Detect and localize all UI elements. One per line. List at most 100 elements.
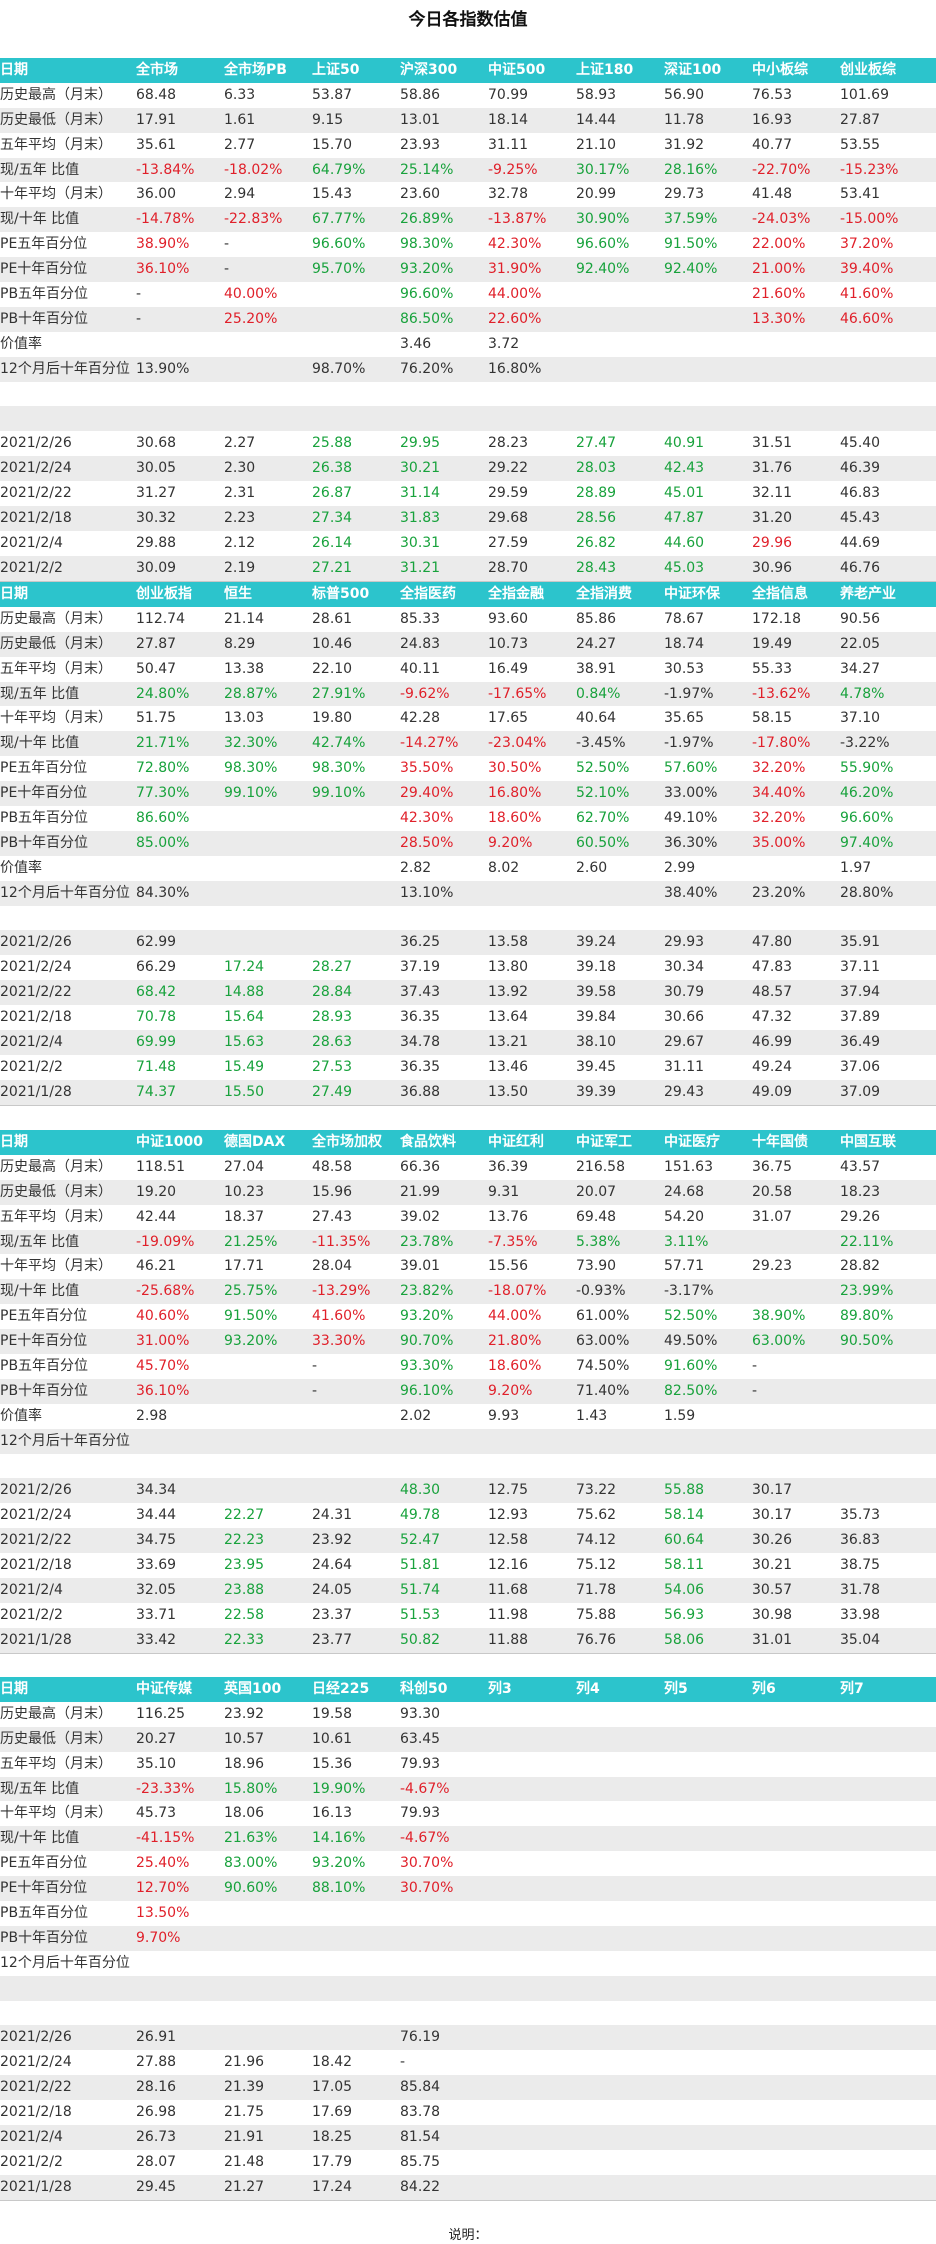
table-cell: 52.10% xyxy=(576,785,630,802)
table-cell: 37.59% xyxy=(664,211,718,228)
table-cell xyxy=(840,406,928,431)
table-cell: 21.60% xyxy=(752,286,806,303)
table-cell: 22.58 xyxy=(224,1606,265,1623)
table-cell: 75.62 xyxy=(576,1507,617,1524)
table-cell: 12.93 xyxy=(488,1507,529,1524)
table-cell xyxy=(576,1876,664,1901)
table-header-row: 日期 中证1000 德国DAX 全市场加权 食品饮料 中证红利 中证军工 中证医疗 十年国债 中国… xyxy=(0,1130,936,1155)
table-cell: 36.30% xyxy=(664,834,718,851)
table-cell: 47.80 xyxy=(752,934,793,951)
table-cell: 28.03 xyxy=(576,460,617,477)
table-cell: 30.05 xyxy=(136,460,177,477)
table-cell: -22.70% xyxy=(752,161,811,178)
table-cell: 44.69 xyxy=(840,534,881,551)
table-cell xyxy=(576,2050,664,2075)
column-header: 中国互联 xyxy=(840,1134,896,1150)
table-cell: -23.33% xyxy=(136,1780,195,1797)
table-cell xyxy=(840,357,928,382)
table-cell: 18.42 xyxy=(312,2054,353,2071)
table-cell xyxy=(752,406,840,431)
row-label: 五年平均（月末） xyxy=(0,1208,112,1225)
table-cell: 63.00% xyxy=(576,1333,630,1350)
table-cell: 29.93 xyxy=(664,934,705,951)
table-cell xyxy=(488,1851,576,1876)
table-cell: 10.73 xyxy=(488,635,529,652)
table-cell: 85.84 xyxy=(400,2079,441,2096)
table-cell xyxy=(752,2075,840,2100)
table-cell: 30.70% xyxy=(400,1855,454,1872)
table-cell: -18.07% xyxy=(488,1283,547,1300)
table-row: 十年平均（月末） 51.75 13.03 19.80 42.28 17.65 40.64 35… xyxy=(0,706,936,731)
table-cell xyxy=(664,1801,752,1826)
table-cell: 8.02 xyxy=(488,859,520,876)
table-cell: 40.60% xyxy=(136,1308,190,1325)
table-cell: 30.53 xyxy=(664,660,705,677)
table-cell: 37.43 xyxy=(400,984,441,1001)
column-header: 英国100 xyxy=(224,1681,282,1697)
table-cell: 82.50% xyxy=(664,1382,718,1399)
table-cell xyxy=(488,2025,576,2050)
table-cell: 15.80% xyxy=(224,1780,278,1797)
table-row: 2021/2/24 30.05 2.30 26.38 30.21 29.22 28.03 42… xyxy=(0,456,936,482)
table-cell: 30.66 xyxy=(664,1009,705,1026)
table-cell: 39.01 xyxy=(400,1258,441,1275)
row-label: 2021/2/22 xyxy=(0,1532,72,1549)
table-cell xyxy=(312,1901,400,1926)
table-cell: 2.19 xyxy=(224,559,256,576)
table-cell xyxy=(664,282,752,307)
table-cell: 58.93 xyxy=(576,86,617,103)
table-cell: 35.73 xyxy=(840,1507,881,1524)
table-cell xyxy=(312,1951,400,1976)
row-label: 2021/2/22 xyxy=(0,485,72,502)
table-cell: 29.22 xyxy=(488,460,529,477)
table-cell xyxy=(664,2125,752,2150)
table-cell: 77.30% xyxy=(136,785,190,802)
row-label: 12个月后十年百分位 xyxy=(0,1954,130,1971)
table-cell: 38.91 xyxy=(576,660,617,677)
column-header: 全市场加权 xyxy=(312,1134,382,1150)
column-header: 全市场PB xyxy=(224,62,287,78)
table-cell: 93.30 xyxy=(400,1705,441,1722)
table-cell: 99.10% xyxy=(312,785,366,802)
table-row: 2021/2/18 70.78 15.64 28.93 36.35 13.64 39.84 3… xyxy=(0,1005,936,1030)
table-cell xyxy=(224,1478,312,1503)
table-cell: 89.80% xyxy=(840,1308,894,1325)
table-cell: 0.84% xyxy=(576,685,621,702)
table-cell: 64.79% xyxy=(312,161,366,178)
table-cell xyxy=(840,1876,928,1901)
table-cell xyxy=(224,2025,312,2050)
row-label: 2021/2/4 xyxy=(0,534,63,551)
column-header: 列5 xyxy=(664,1681,688,1697)
table-cell: 31.14 xyxy=(400,485,441,502)
table-cell: 18.37 xyxy=(224,1208,265,1225)
table-cell: 38.10 xyxy=(576,1034,617,1051)
table-cell: 39.58 xyxy=(576,984,617,1001)
table-cell: 21.25% xyxy=(224,1233,278,1250)
table-cell: 34.40% xyxy=(752,785,806,802)
table-cell: 35.65 xyxy=(664,710,705,727)
table-cell: 21.75 xyxy=(224,2104,265,2121)
table-cell xyxy=(488,1429,576,1454)
table-cell: -9.25% xyxy=(488,161,538,178)
table-cell: 13.92 xyxy=(488,984,529,1001)
table-cell: 99.10% xyxy=(224,785,278,802)
table-row: 历史最低（月末） 19.20 10.23 15.96 21.99 9.31 20.07 24.… xyxy=(0,1179,936,1205)
table-cell: 29.96 xyxy=(752,534,793,551)
table-cell xyxy=(576,1727,664,1752)
table-row: 2021/1/28 29.45 21.27 17.24 84.22 xyxy=(0,2174,936,2200)
table-cell xyxy=(576,1454,664,1479)
table-cell xyxy=(488,2100,576,2125)
table-cell xyxy=(224,382,312,407)
table-cell xyxy=(312,332,400,357)
row-label: 12个月后十年百分位 xyxy=(0,884,130,901)
table-cell xyxy=(488,1752,576,1777)
table-cell: 66.36 xyxy=(400,1158,441,1175)
table-cell: - xyxy=(752,1382,758,1399)
column-header: 中小板综 xyxy=(752,62,808,78)
table-cell: 22.11% xyxy=(840,1233,894,1250)
table-cell: 17.79 xyxy=(312,2153,353,2170)
table-cell: 15.49 xyxy=(224,1058,265,1075)
table-cell: -3.17% xyxy=(664,1283,714,1300)
table-row: PB十年百分位 - 25.20% 86.50% 22.60% 13.30% 46.60% xyxy=(0,306,936,332)
table-cell: 32.20% xyxy=(752,810,806,827)
